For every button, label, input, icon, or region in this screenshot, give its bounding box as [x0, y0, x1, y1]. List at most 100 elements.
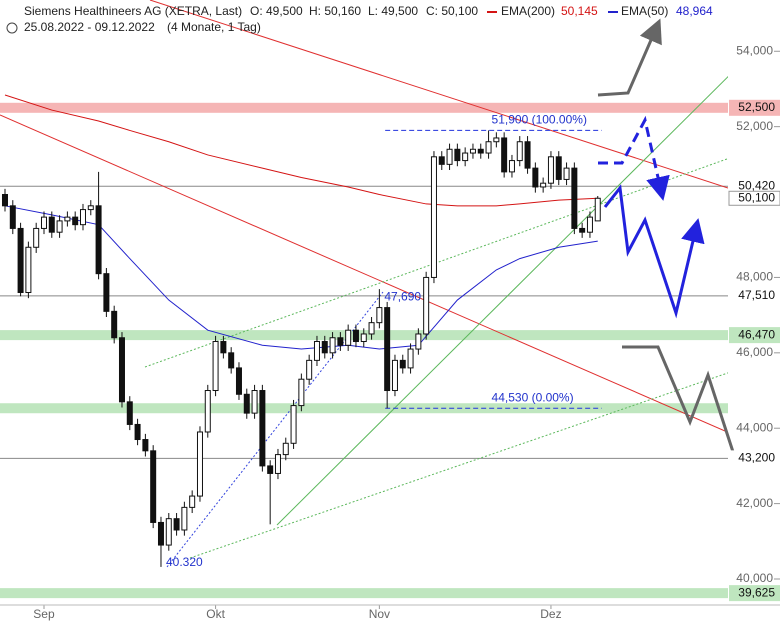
- annotation: 47,690: [384, 289, 421, 303]
- legend-value: 48,964: [676, 4, 713, 18]
- candle-body: [345, 329, 352, 346]
- level-label: 47,510: [738, 288, 775, 302]
- candle-body: [17, 227, 24, 294]
- candle-body: [555, 156, 562, 180]
- candle-body: [181, 506, 188, 531]
- candle-body: [594, 197, 601, 222]
- candle-body: [111, 310, 118, 339]
- ema-line: [4, 205, 598, 350]
- candle-body: [493, 137, 500, 143]
- candle-body: [72, 216, 79, 226]
- candle-body: [118, 337, 125, 403]
- candle-body: [376, 307, 383, 324]
- annotation: 44,530 (0.00%): [492, 390, 574, 404]
- y-tick-label: 40,000: [736, 571, 773, 585]
- level-label: 46,470: [738, 327, 775, 341]
- trendline: [144, 158, 728, 368]
- candle-body: [540, 182, 547, 188]
- level-label-box: [729, 585, 780, 602]
- candle-body: [235, 367, 242, 395]
- ohlc-label: H: 50,160: [309, 4, 361, 18]
- trendline: [149, 0, 728, 189]
- level-band: [0, 588, 728, 599]
- level-band: [0, 102, 728, 113]
- candle-body: [391, 359, 398, 392]
- last-price-label: 50,100: [738, 190, 775, 204]
- candle-body: [399, 359, 406, 369]
- legend-name: EMA(200): [501, 4, 555, 18]
- candle-body: [477, 148, 484, 154]
- candle-body: [150, 450, 157, 523]
- candle-body: [352, 329, 359, 343]
- x-tick-label: Sep: [33, 607, 55, 621]
- y-tick-label: 48,000: [736, 270, 773, 284]
- trendline: [0, 114, 728, 433]
- y-tick-label: 52,000: [736, 119, 773, 133]
- level-label: 39,625: [738, 585, 775, 599]
- candle-body: [48, 216, 55, 233]
- level-label-box: [729, 327, 780, 344]
- clock-icon: [6, 22, 18, 34]
- chart-title: Siemens Healthineers AG (XETRA, Last): [24, 4, 242, 18]
- last-price-box: [728, 190, 780, 206]
- candle-body: [220, 341, 227, 354]
- ema-line: [4, 94, 598, 207]
- candle-body: [415, 333, 422, 350]
- candle-body: [321, 341, 328, 354]
- candle-body: [95, 205, 102, 275]
- candle-body: [586, 216, 593, 233]
- scenario-arrows: [597, 18, 737, 459]
- candle-body: [384, 307, 391, 392]
- candle-body: [329, 337, 336, 354]
- ohlc-label: L: 49,500: [368, 4, 418, 18]
- level-label: 43,200: [738, 451, 775, 465]
- arrow: [598, 115, 670, 201]
- candle-body: [579, 227, 586, 233]
- candle-body: [228, 352, 235, 369]
- candle-body: [501, 137, 508, 173]
- candle-body: [430, 156, 437, 278]
- y-tick-label: 46,000: [736, 345, 773, 359]
- candle-body: [40, 216, 47, 229]
- candle-body: [196, 431, 203, 497]
- arrow: [622, 345, 737, 459]
- y-tick-label: 42,000: [736, 496, 773, 510]
- candle-body: [126, 401, 133, 425]
- candle-body: [313, 341, 320, 361]
- candle-body: [274, 454, 281, 474]
- candle-body: [157, 521, 164, 546]
- candle-body: [298, 378, 305, 407]
- candle-body: [306, 359, 313, 380]
- trendline: [276, 75, 728, 526]
- level-band: [0, 403, 728, 414]
- candle-body: [204, 390, 211, 433]
- level-label-box: [729, 178, 780, 195]
- level-label-box: [729, 99, 780, 116]
- candle-body: [469, 148, 476, 154]
- arrow: [597, 18, 662, 97]
- candle-body: [282, 442, 289, 456]
- ohlc-label: O: 49,500: [250, 4, 303, 18]
- candle-body: [446, 148, 453, 165]
- candle-body: [251, 390, 258, 414]
- candle-body: [563, 167, 570, 180]
- candle-body: [1, 194, 8, 207]
- candle-body: [259, 390, 266, 467]
- candle-body: [243, 393, 250, 414]
- candle-body: [56, 220, 63, 233]
- candle-body: [407, 348, 414, 369]
- candle-body: [571, 167, 578, 229]
- candle-body: [165, 518, 172, 546]
- candle-body: [337, 337, 344, 346]
- level-label: 52,500: [738, 100, 775, 114]
- x-tick-label: Dez: [540, 607, 561, 621]
- candle-body: [134, 423, 141, 441]
- level-label-box: [729, 450, 780, 467]
- legend-name: EMA(50): [621, 4, 668, 18]
- candle-body: [25, 246, 32, 294]
- candle-body: [462, 152, 469, 162]
- y-tick-label: 44,000: [736, 420, 773, 434]
- candle-body: [438, 156, 445, 165]
